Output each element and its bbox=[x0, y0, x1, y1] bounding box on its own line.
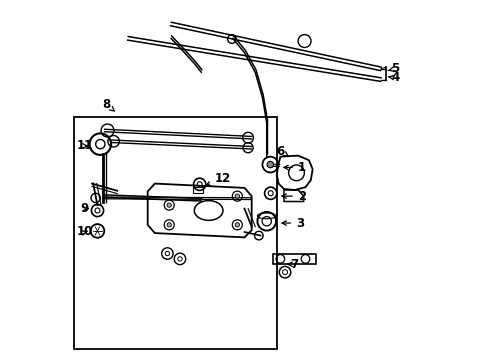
Text: 6: 6 bbox=[276, 145, 287, 158]
Text: 1: 1 bbox=[283, 161, 305, 174]
Text: 4: 4 bbox=[387, 71, 398, 84]
Circle shape bbox=[235, 194, 239, 198]
Text: 2: 2 bbox=[282, 190, 305, 203]
Circle shape bbox=[235, 223, 239, 227]
Text: 5: 5 bbox=[387, 62, 398, 75]
Text: 10: 10 bbox=[77, 225, 93, 238]
Text: 11: 11 bbox=[77, 139, 93, 152]
Text: 8: 8 bbox=[102, 98, 114, 111]
Bar bbox=[192, 187, 202, 193]
Circle shape bbox=[167, 223, 171, 227]
Text: 7: 7 bbox=[287, 258, 298, 271]
Circle shape bbox=[167, 203, 171, 207]
Text: 9: 9 bbox=[81, 202, 89, 215]
Circle shape bbox=[266, 161, 273, 168]
Text: 12: 12 bbox=[205, 172, 231, 186]
Text: 3: 3 bbox=[282, 216, 304, 230]
Bar bbox=[74, 117, 276, 348]
